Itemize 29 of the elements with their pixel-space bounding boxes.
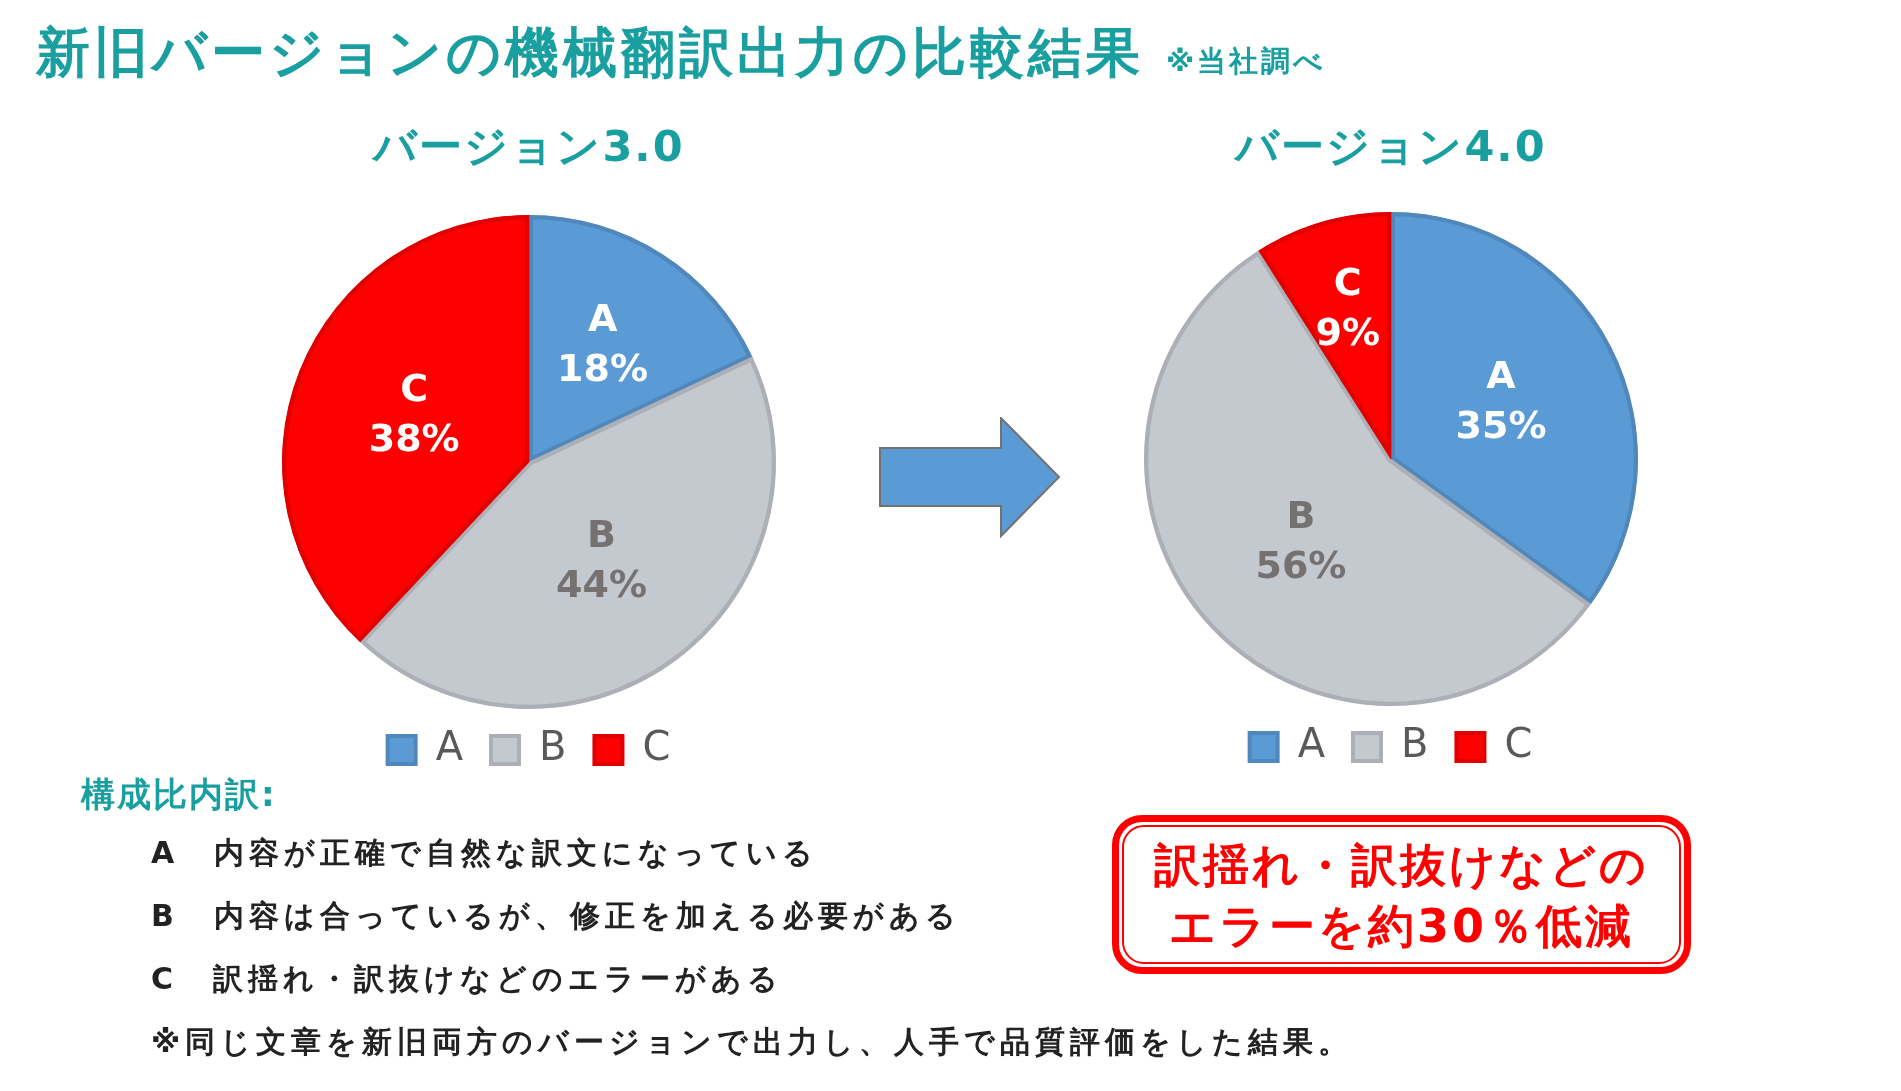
text: 構成比内訳: [81,774,277,814]
data-label: 56% [1255,543,1347,588]
slice-label: B [1286,493,1316,538]
legend-label: C [642,723,671,770]
data-label: 35% [1455,402,1547,447]
text: ※同じ文章を新旧両方のバージョンで出力し、人手で品質評価をした結果。 [151,1024,1354,1059]
data-label: 9% [1315,309,1380,354]
legend-label: C [1504,720,1533,767]
slice-label: C [400,366,429,411]
chart-title: バージョン3.0 [373,121,685,171]
legend-label: A [435,723,464,770]
legend-label: B [539,723,567,770]
text: C 訳揺れ・訳抜けなどのエラーがある [151,961,784,996]
slice-label: A [1486,352,1517,397]
text: 新旧バージョンの機械翻訳出力の比較結果 [36,21,1144,84]
data-label: 18% [557,345,649,390]
slice-label: C [1333,259,1362,304]
data-label: 44% [556,561,648,606]
text: ※当社調べ [1166,44,1327,78]
text: 訳揺れ・訳抜けなどの [1154,838,1649,892]
slice-label: A [587,295,618,340]
data-label: 38% [368,416,460,461]
text: エラーを約30％低減 [1168,899,1634,953]
legend-label: B [1401,720,1429,767]
text: B 内容は合っているが、修正を加える必要がある [151,898,961,933]
slice-label: B [587,511,617,556]
legend-label: A [1297,720,1326,767]
chart-title: バージョン4.0 [1235,121,1547,171]
text: A 内容が正確で自然な訳文になっている [151,835,819,870]
